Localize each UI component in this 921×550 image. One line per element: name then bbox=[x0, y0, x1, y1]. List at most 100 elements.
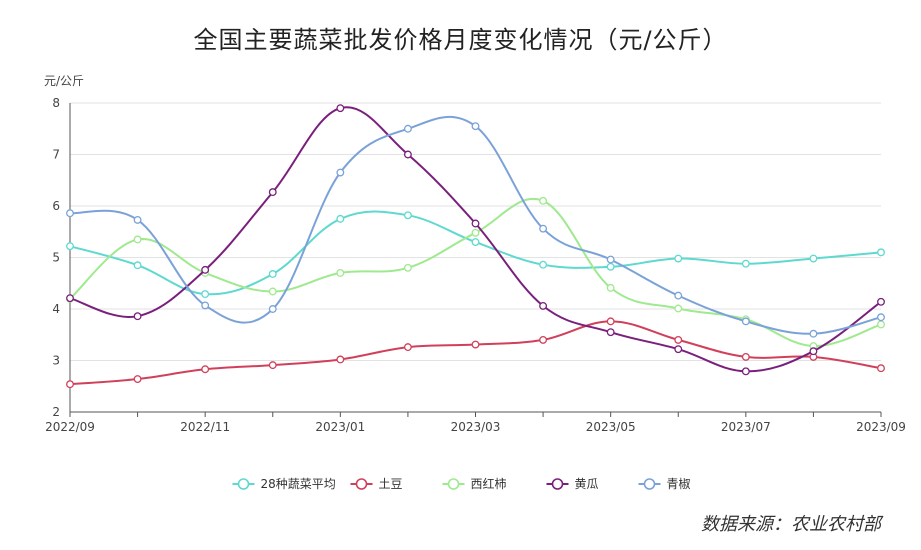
legend-item[interactable]: 西红柿 bbox=[442, 476, 507, 491]
data-point[interactable] bbox=[606, 262, 615, 271]
data-point[interactable] bbox=[809, 347, 818, 356]
data-point[interactable] bbox=[133, 375, 142, 383]
legend-label: 28种蔬菜平均 bbox=[261, 477, 336, 491]
data-point[interactable] bbox=[674, 304, 683, 313]
data-point[interactable] bbox=[674, 345, 683, 354]
data-point[interactable] bbox=[741, 259, 750, 268]
legend-swatch-marker bbox=[237, 478, 250, 490]
data-point[interactable] bbox=[471, 340, 480, 349]
data-point[interactable] bbox=[133, 312, 142, 321]
data-point[interactable] bbox=[268, 305, 277, 313]
legend-swatch-marker bbox=[643, 478, 656, 490]
data-point[interactable] bbox=[539, 260, 548, 269]
data-point[interactable] bbox=[403, 124, 412, 133]
data-point[interactable] bbox=[201, 365, 210, 374]
series-line bbox=[69, 320, 882, 386]
data-point[interactable] bbox=[133, 235, 142, 244]
y-tick-label: 6 bbox=[52, 199, 60, 213]
legend-swatch-marker bbox=[447, 478, 460, 490]
data-point[interactable] bbox=[809, 254, 818, 263]
data-point[interactable] bbox=[268, 287, 277, 296]
x-tick-label: 2023/03 bbox=[451, 420, 501, 434]
y-tick-label: 7 bbox=[52, 148, 60, 162]
y-axis-label: 元/公斤 bbox=[44, 74, 84, 88]
data-point[interactable] bbox=[539, 196, 548, 205]
data-point[interactable] bbox=[471, 228, 480, 237]
source-note: 数据来源：农业农村部 bbox=[701, 514, 881, 535]
data-point[interactable] bbox=[336, 168, 345, 177]
data-point[interactable] bbox=[66, 242, 74, 251]
data-point[interactable] bbox=[877, 297, 885, 306]
series-4 bbox=[66, 116, 885, 338]
legend-item[interactable]: 土豆 bbox=[350, 477, 403, 491]
data-point[interactable] bbox=[741, 352, 750, 361]
legend-label: 土豆 bbox=[379, 477, 403, 491]
data-point[interactable] bbox=[268, 188, 277, 197]
data-point[interactable] bbox=[336, 269, 345, 277]
axis-layer: 元/公斤 2 3 4 5 6 7 8 2022/09 2022/11 2023/01 2023/03 2… bbox=[44, 74, 906, 434]
legend-label: 西红柿 bbox=[471, 476, 507, 491]
series-1 bbox=[66, 317, 885, 389]
data-point[interactable] bbox=[403, 263, 412, 272]
data-point[interactable] bbox=[674, 335, 683, 344]
data-point[interactable] bbox=[201, 301, 210, 310]
data-point[interactable] bbox=[201, 290, 210, 299]
legend-swatch-marker bbox=[551, 478, 564, 490]
data-point[interactable] bbox=[403, 211, 412, 220]
data-point[interactable] bbox=[606, 317, 615, 326]
data-point[interactable] bbox=[471, 122, 480, 131]
y-tick-label: 5 bbox=[52, 251, 60, 265]
data-point[interactable] bbox=[606, 328, 615, 337]
legend-label: 青椒 bbox=[667, 477, 691, 491]
y-tick-label: 2 bbox=[52, 405, 60, 419]
data-point[interactable] bbox=[809, 329, 818, 338]
data-point[interactable] bbox=[471, 238, 480, 246]
data-point[interactable] bbox=[741, 367, 750, 376]
data-point[interactable] bbox=[539, 335, 548, 344]
data-point[interactable] bbox=[66, 294, 74, 303]
series-3 bbox=[66, 104, 885, 376]
data-point[interactable] bbox=[133, 261, 142, 270]
x-tick-label: 2023/05 bbox=[586, 420, 636, 434]
data-point[interactable] bbox=[268, 270, 277, 278]
x-tick-label: 2023/07 bbox=[721, 420, 771, 434]
data-point[interactable] bbox=[66, 380, 74, 389]
legend[interactable]: 28种蔬菜平均 土豆 西红柿 黄瓜 青椒 bbox=[232, 476, 691, 491]
data-point[interactable] bbox=[403, 343, 412, 352]
chart-title: 全国主要蔬菜批发价格月度变化情况（元/公斤） bbox=[193, 26, 728, 54]
data-point[interactable] bbox=[336, 104, 345, 113]
data-point[interactable] bbox=[877, 248, 885, 257]
x-tick-label: 2023/09 bbox=[856, 420, 906, 434]
series-0 bbox=[66, 210, 885, 299]
data-point[interactable] bbox=[336, 214, 345, 223]
x-tick-label: 2022/09 bbox=[45, 420, 95, 434]
data-point[interactable] bbox=[606, 255, 615, 264]
y-tick-label: 8 bbox=[52, 96, 60, 110]
legend-item[interactable]: 黄瓜 bbox=[546, 477, 599, 491]
legend-item[interactable]: 28种蔬菜平均 bbox=[232, 477, 336, 491]
data-point[interactable] bbox=[674, 254, 683, 263]
series-layer bbox=[66, 104, 885, 389]
data-point[interactable] bbox=[471, 219, 480, 228]
data-point[interactable] bbox=[66, 209, 74, 218]
legend-item[interactable]: 青椒 bbox=[638, 477, 691, 491]
x-tick-label: 2023/01 bbox=[315, 420, 365, 434]
data-point[interactable] bbox=[403, 150, 412, 159]
data-point[interactable] bbox=[674, 291, 683, 300]
y-tick-label: 3 bbox=[52, 354, 60, 368]
data-point[interactable] bbox=[539, 224, 548, 233]
data-point[interactable] bbox=[201, 265, 210, 274]
x-tick-label: 2022/11 bbox=[180, 420, 230, 434]
data-point[interactable] bbox=[133, 215, 142, 224]
legend-label: 黄瓜 bbox=[575, 477, 599, 491]
data-point[interactable] bbox=[268, 361, 277, 370]
data-point[interactable] bbox=[606, 283, 615, 292]
data-point[interactable] bbox=[336, 355, 345, 364]
data-point[interactable] bbox=[741, 317, 750, 326]
data-point[interactable] bbox=[877, 364, 885, 373]
data-point[interactable] bbox=[539, 301, 548, 310]
legend-swatch-marker bbox=[355, 478, 368, 490]
data-point[interactable] bbox=[877, 313, 885, 322]
data-point[interactable] bbox=[877, 320, 885, 329]
